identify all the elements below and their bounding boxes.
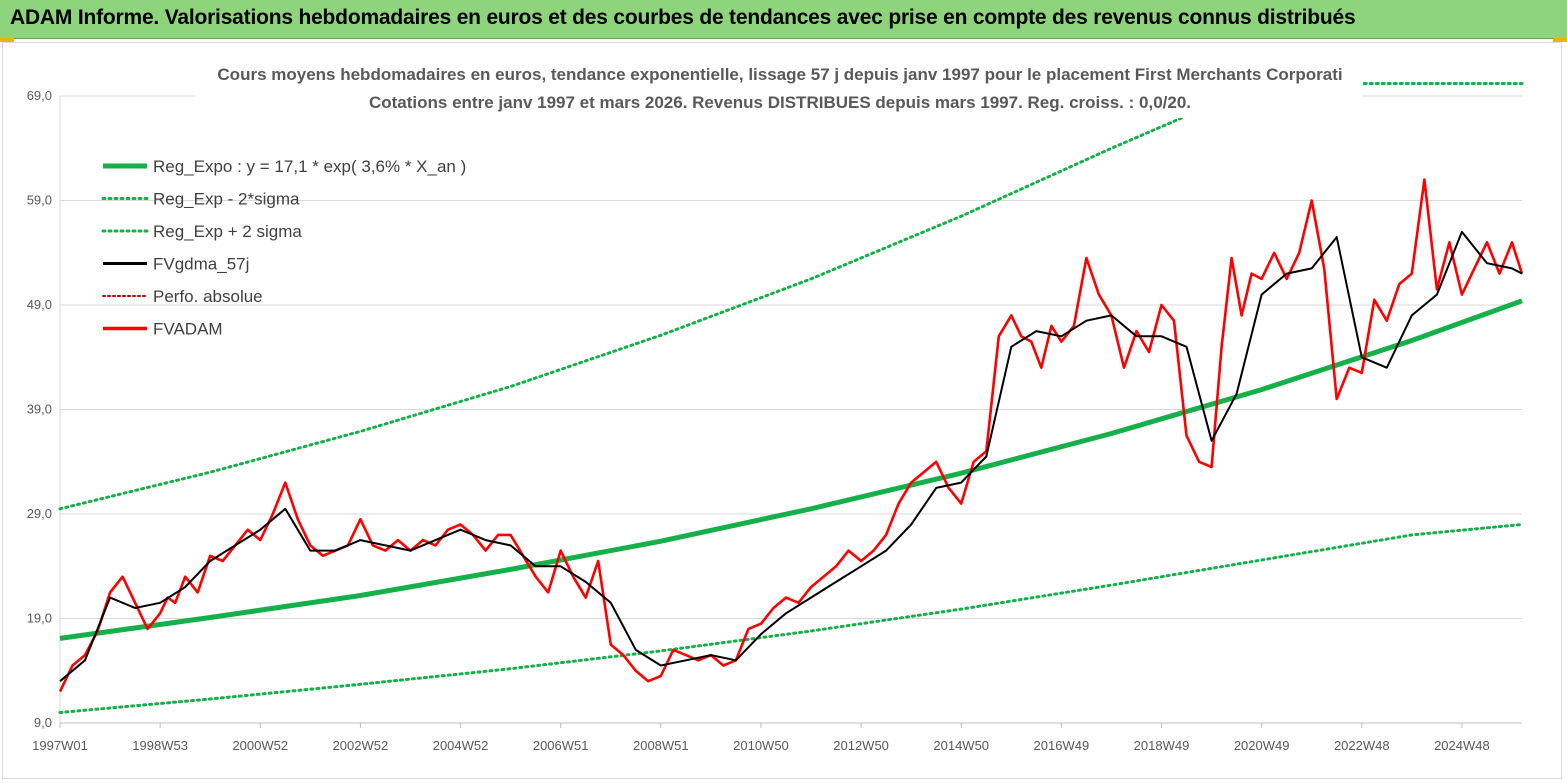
corner-accent-right bbox=[1553, 38, 1567, 42]
legend-label: FVgdma_57j bbox=[153, 255, 249, 274]
x-tick-label: 1998W53 bbox=[132, 738, 188, 753]
chart-title-line1: Cours moyens hebdomadaires en euros, ten… bbox=[217, 65, 1342, 84]
y-axis-ticks: 9,0 19,0 29,0 39,0 49,0 59,0 69,0 bbox=[27, 88, 52, 730]
y-tick-label: 19,0 bbox=[27, 611, 52, 626]
y-tick-label: 39,0 bbox=[27, 402, 52, 417]
chart-frame bbox=[2, 42, 1562, 779]
x-tick-label: 2012W50 bbox=[833, 738, 889, 753]
x-tick-label: 2002W52 bbox=[333, 738, 389, 753]
y-tick-label: 49,0 bbox=[27, 297, 52, 312]
chart-legend: Reg_Expo : y = 17,1 * exp( 3,6% * X_an )… bbox=[101, 157, 466, 339]
legend-label: FVADAM bbox=[153, 320, 223, 339]
x-tick-label: 2022W48 bbox=[1334, 738, 1390, 753]
series-lines bbox=[58, 178, 1524, 693]
series-reg-exp-plus-2sigma bbox=[58, 82, 1524, 511]
corner-accent-left bbox=[0, 38, 14, 42]
y-tick-label: 9,0 bbox=[34, 715, 52, 730]
x-tick-label: 2010W50 bbox=[733, 738, 789, 753]
series-fvadam bbox=[58, 178, 1524, 693]
x-axis-ticks: 1997W01 1998W53 2000W52 2002W52 2004W52 2006W… bbox=[32, 722, 1522, 753]
legend-label: Reg_Exp + 2 sigma bbox=[153, 222, 302, 241]
chart-title-line2: Cotations entre janv 1997 et mars 2026. … bbox=[369, 93, 1191, 112]
x-tick-label: 2008W51 bbox=[633, 738, 689, 753]
legend-label: Perfo. absolue bbox=[153, 287, 263, 306]
series-fvgdma-57j bbox=[59, 230, 1523, 682]
y-tick-label: 29,0 bbox=[27, 506, 52, 521]
x-tick-label: 2004W52 bbox=[433, 738, 489, 753]
title-backdrop bbox=[195, 60, 1363, 118]
x-tick-label: 2020W49 bbox=[1234, 738, 1290, 753]
x-tick-label: 2006W51 bbox=[533, 738, 589, 753]
page-title: ADAM Informe. Valorisations hebdomadaire… bbox=[10, 6, 1356, 29]
series-reg-exp-minus-2sigma bbox=[58, 523, 1524, 714]
legend-label: Reg_Exp - 2*sigma bbox=[153, 190, 300, 209]
x-tick-label: 2000W52 bbox=[232, 738, 288, 753]
x-tick-label: 2014W50 bbox=[933, 738, 989, 753]
header-banner: ADAM Informe. Valorisations hebdomadaire… bbox=[0, 0, 1567, 39]
x-tick-label: 1997W01 bbox=[32, 738, 88, 753]
y-tick-label: 69,0 bbox=[27, 88, 52, 103]
x-tick-label: 2018W49 bbox=[1134, 738, 1190, 753]
legend-label: Reg_Expo : y = 17,1 * exp( 3,6% * X_an ) bbox=[153, 157, 466, 176]
series-reg-expo bbox=[59, 298, 1523, 641]
x-tick-label: 2016W49 bbox=[1034, 738, 1090, 753]
x-tick-label: 2024W48 bbox=[1434, 738, 1490, 753]
y-tick-label: 59,0 bbox=[27, 193, 52, 208]
